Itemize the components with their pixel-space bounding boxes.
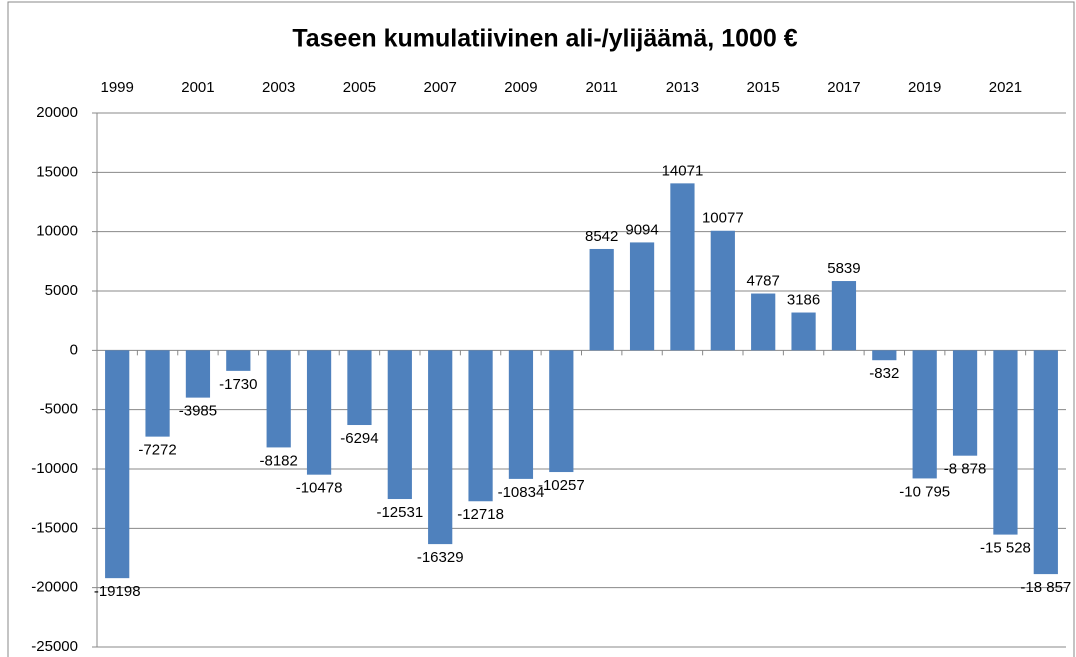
bar <box>952 350 978 456</box>
bar <box>589 248 614 351</box>
bar <box>508 350 534 479</box>
x-tick-label: 2019 <box>908 79 941 96</box>
value-label: 8542 <box>585 228 618 245</box>
value-label: -7272 <box>138 442 176 459</box>
bar <box>347 350 372 426</box>
value-label: 14071 <box>662 162 704 179</box>
value-label: 3186 <box>787 291 820 308</box>
x-tick-label: 2011 <box>586 79 618 96</box>
bar <box>468 350 493 502</box>
bar <box>629 242 655 351</box>
value-label: -3985 <box>179 403 217 420</box>
bar <box>831 281 857 351</box>
value-label: -16329 <box>417 549 464 566</box>
bar <box>306 350 332 475</box>
y-tick-label: 0 <box>70 341 78 358</box>
value-label: -10834 <box>498 484 545 501</box>
bar <box>549 350 574 473</box>
y-tick-label: -15000 <box>31 519 78 536</box>
y-tick-label: 10000 <box>36 223 78 240</box>
bar <box>1033 350 1058 575</box>
y-tick-label: -10000 <box>31 460 78 477</box>
value-label: -832 <box>869 365 899 382</box>
x-tick-label: 2003 <box>262 79 295 96</box>
bar <box>993 350 1018 535</box>
y-tick-label: 20000 <box>36 104 78 121</box>
x-tick-label: 2007 <box>424 79 457 96</box>
bar <box>912 350 937 479</box>
value-label: 9094 <box>625 221 658 238</box>
y-tick-label: -5000 <box>40 401 78 418</box>
value-label: 5839 <box>827 260 860 277</box>
bar <box>872 350 897 361</box>
value-label: 4787 <box>747 272 780 289</box>
value-label: -10 795 <box>899 483 950 500</box>
bar <box>791 312 816 351</box>
bar <box>428 350 453 545</box>
value-label: -8 878 <box>944 461 987 478</box>
x-tick-label: 2017 <box>827 79 860 96</box>
x-tick-label: 2015 <box>747 79 780 96</box>
y-tick-label: -25000 <box>31 638 78 655</box>
x-tick-label: 2001 <box>181 79 214 96</box>
chart-border <box>7 1 1075 657</box>
y-tick-label: 5000 <box>45 282 78 299</box>
bar <box>226 350 251 371</box>
value-label: 10077 <box>702 210 744 227</box>
value-label: -12718 <box>457 506 504 523</box>
bar <box>670 183 695 351</box>
bar <box>710 230 735 351</box>
bar <box>105 350 130 579</box>
x-tick-label: 1999 <box>101 79 134 96</box>
value-label: -18 857 <box>1020 579 1071 596</box>
value-label: -12531 <box>376 504 423 521</box>
y-tick-label: 15000 <box>36 163 78 180</box>
x-tick-label: 2009 <box>504 79 537 96</box>
bar <box>185 350 211 398</box>
value-label: -10478 <box>296 480 343 497</box>
chart-title: Taseen kumulatiivinen ali-/ylijäämä, 100… <box>292 25 797 53</box>
value-label: -6294 <box>340 430 378 447</box>
value-label: -19198 <box>94 583 141 600</box>
x-tick-label: 2021 <box>989 79 1022 96</box>
bar <box>145 350 170 437</box>
y-tick-label: -20000 <box>31 579 78 596</box>
value-label: -15 528 <box>980 540 1031 557</box>
value-label: -10257 <box>538 477 585 494</box>
x-tick-label: 2005 <box>343 79 376 96</box>
value-label: -8182 <box>260 452 298 469</box>
bar <box>266 350 291 448</box>
value-label: -1730 <box>219 376 257 393</box>
bar <box>751 293 776 351</box>
bar <box>387 350 412 500</box>
x-tick-label: 2013 <box>666 79 699 96</box>
